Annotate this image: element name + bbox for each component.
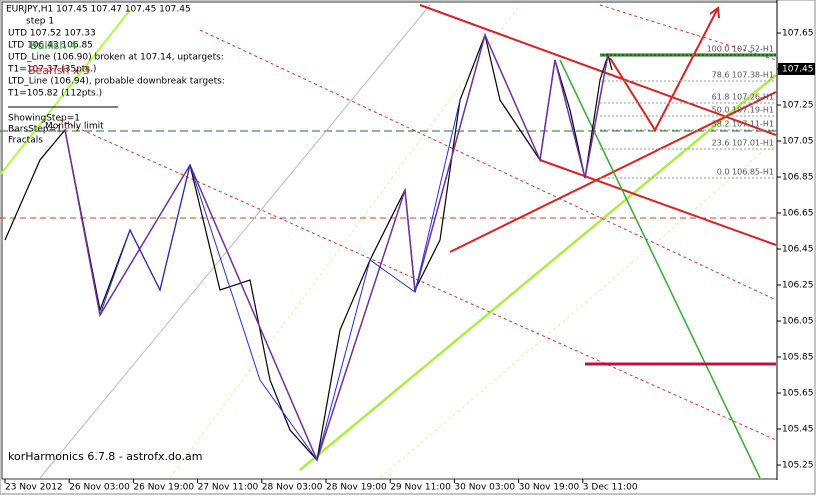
trend-line [379,139,777,479]
trend-line [39,4,431,479]
current-price: 107.45 [782,65,814,75]
zigzag [99,99,461,462]
price-label: 105.45 [782,425,814,435]
info-line: LTD 106.43 106.85 [8,41,93,51]
time-label: 29 Nov 11:00 [390,483,451,493]
arrow-head [709,6,720,19]
fib-label: 38.2 107.11-H1 [712,120,774,129]
fib-label: 0.0 106.85-H1 [717,168,774,177]
fib-label: 50.0 107.19-H1 [712,106,774,115]
channel-line [199,29,777,301]
trend-line [169,4,521,479]
time-label: 3 Dec 11:00 [583,483,638,493]
price-label: 106.25 [782,281,814,291]
price-label: 106.05 [782,317,814,327]
channel-line [539,159,777,246]
fib-label: 78.6 107.38-H1 [712,71,774,80]
time-label: 30 Nov 03:00 [454,483,515,493]
info-line: UTD_Line (106.90) broken at 107.14, upta… [8,53,224,63]
fib-label: 100.0 107.52-H1 [707,45,774,54]
info-line: UTD 107.52 107.33 [8,29,96,39]
info-line: LTD_Line (106.94), probable downbreak ta… [8,77,225,87]
price-label: 107.05 [782,137,814,147]
time-label: 26 Nov 03:00 [69,483,130,493]
projection-arrow [609,7,719,133]
info-line: T1=107.37 (35pts.) [7,65,96,75]
overlay-text: Bearish x 3 [28,64,90,77]
info-panel: EURJPY,H1 107.45 107.47 107.45 107.45 st… [6,5,225,146]
overlay-text: Bullish 4 [30,39,77,52]
channel-line [599,4,777,61]
fib-label: 61.8 107.26-H1 [712,93,774,102]
price-label: 106.65 [782,209,814,219]
time-label: 23 Nov 2012 [5,483,63,493]
time-label: 27 Nov 11:00 [198,483,259,493]
price-label: 106.85 [782,173,814,183]
info-line: ShowingStep=1 [8,114,80,124]
price-label: 106.45 [782,245,814,255]
time-label: 28 Nov 19:00 [326,483,387,493]
channel-line [419,4,777,136]
time-label: 26 Nov 19:00 [133,483,194,493]
info-line: T1=105.82 (112pts.) [7,89,102,99]
trend-line [0,9,131,176]
info-line: BarsStep=1 [8,125,62,135]
info-line: Fractals [8,136,43,146]
fib-label: 23.6 107.01-H1 [712,139,774,148]
symbol-label: EURJPY,H1 107.45 107.47 107.45 107.45 [6,5,191,15]
price-label: 105.85 [782,353,814,363]
trend-line [299,74,777,471]
info-line: step 1 [26,17,54,27]
price-label: 105.65 [782,389,814,399]
price-label: 105.25 [782,461,814,471]
overlay-text: Monthly limit [45,122,104,132]
price-label: 107.65 [782,29,814,39]
price-label: 107.25 [782,101,814,111]
watermark: korHarmonics 6.7.8 - astrofx.do.am [8,450,202,463]
current-price-box [778,63,815,75]
time-label: 30 Nov 19:00 [519,483,580,493]
time-label: 28 Nov 03:00 [262,483,323,493]
